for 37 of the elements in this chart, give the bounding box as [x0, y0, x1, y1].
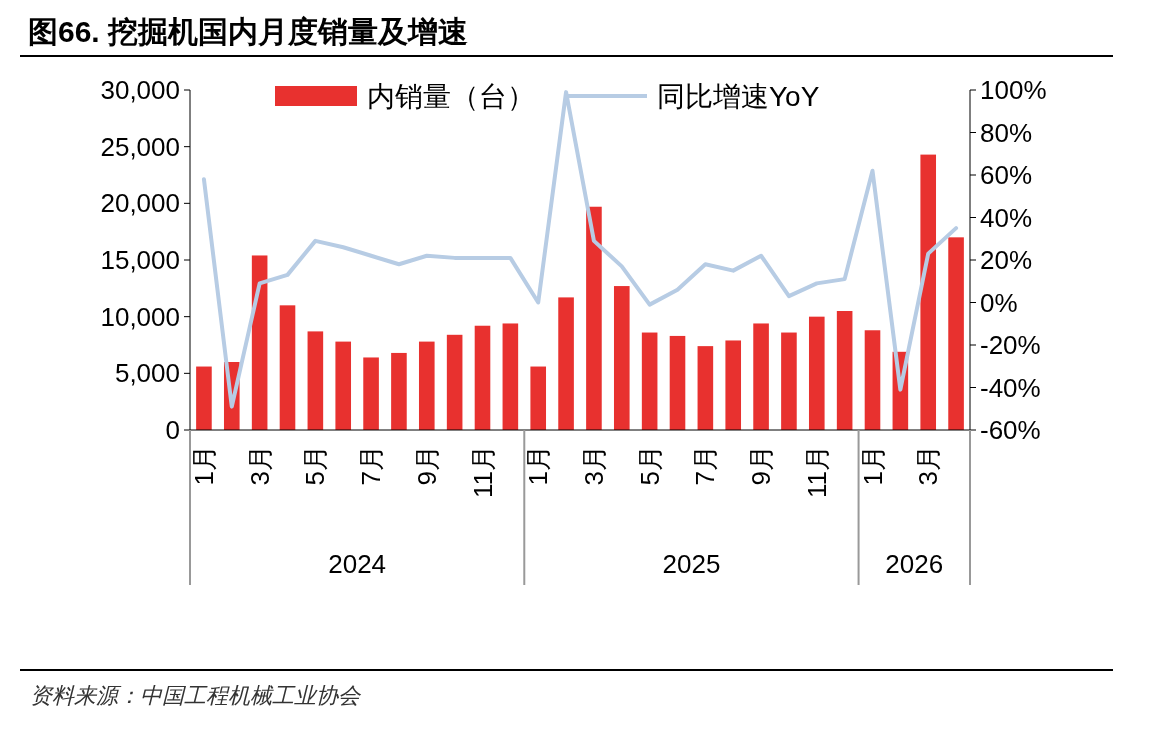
y-tick-label: 0 [165, 415, 180, 445]
y-tick-label: 30,000 [100, 75, 180, 105]
x-tick-label: 1月 [523, 445, 554, 486]
text: 2026 [885, 549, 944, 579]
x-tick-label: 3月 [244, 445, 275, 486]
y-tick-label: 10,000 [100, 301, 180, 332]
text: 资料来源：中国工程机械工业协会 [30, 683, 362, 708]
y2-tick-label: 20% [980, 245, 1033, 275]
x-tick-label: 7月 [690, 445, 721, 486]
x-tick-label: 1月 [188, 445, 219, 486]
y2-tick-label: -60% [980, 415, 1041, 445]
x-tick-label: 11月 [467, 445, 498, 498]
y2-tick-label: -20% [980, 330, 1041, 360]
x-tick-label: 5月 [634, 445, 665, 486]
y-tick-label: 15,000 [100, 245, 180, 275]
y2-tick-label: -40% [980, 372, 1041, 403]
y2-tick-label: 40% [980, 202, 1033, 233]
chart-title: 图66. 挖掘机国内月度销量及增速 [28, 15, 469, 48]
y2-tick-label: 100% [980, 75, 1047, 105]
x-tick-label: 9月 [746, 445, 777, 486]
x-tick-label: 3月 [913, 445, 944, 486]
y2-tick-label: 0% [980, 287, 1018, 318]
y2-tick-label: 60% [980, 160, 1033, 190]
x-tick-label: 11月 [801, 445, 832, 498]
x-tick-label: 3月 [578, 445, 609, 486]
y-tick-label: 20,000 [100, 188, 180, 219]
text: 2025 [662, 549, 721, 579]
x-tick-label: 7月 [356, 445, 387, 486]
text: 2024 [328, 549, 387, 579]
x-tick-label: 9月 [411, 445, 442, 486]
legend-label: 内销量（台） [367, 81, 535, 112]
y-tick-label: 25,000 [100, 131, 180, 162]
y-tick-label: 5,000 [114, 358, 180, 389]
x-tick-label: 1月 [857, 445, 888, 486]
x-tick-label: 5月 [300, 445, 331, 486]
y2-tick-label: 80% [980, 117, 1033, 148]
legend-label: 同比增速YoY [657, 81, 820, 112]
